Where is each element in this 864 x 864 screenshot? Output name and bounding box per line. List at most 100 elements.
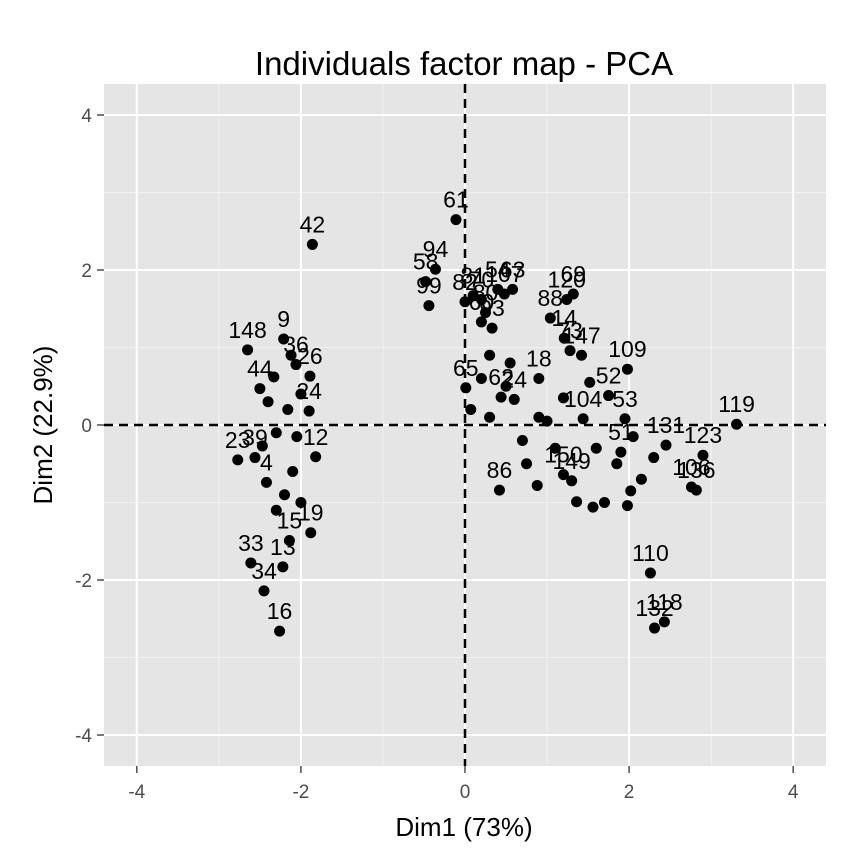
point-label: 33 xyxy=(238,530,264,556)
data-point xyxy=(475,316,487,328)
data-point xyxy=(262,396,274,408)
point-label: 110 xyxy=(632,540,669,566)
x-tick-label: -2 xyxy=(292,782,309,803)
data-point xyxy=(558,332,570,344)
data-point xyxy=(303,405,315,417)
point-label: 73 xyxy=(557,318,583,344)
data-point xyxy=(621,500,633,512)
data-point xyxy=(304,370,316,382)
data-point xyxy=(258,585,270,597)
data-point xyxy=(498,288,510,300)
data-point xyxy=(644,567,656,579)
data-point xyxy=(571,496,583,508)
point-label: 24 xyxy=(296,378,322,404)
y-tick-label: 0 xyxy=(81,416,92,437)
data-point xyxy=(495,391,507,403)
data-point xyxy=(274,625,286,637)
data-point xyxy=(480,307,492,319)
data-point xyxy=(270,504,282,516)
point-label: 15 xyxy=(277,507,303,533)
data-point xyxy=(278,333,290,345)
point-label: 34 xyxy=(251,558,277,584)
data-point xyxy=(577,413,589,425)
data-point xyxy=(295,388,307,400)
data-point xyxy=(557,469,569,481)
data-point xyxy=(305,527,317,539)
x-tick-label: 2 xyxy=(624,782,635,803)
data-point xyxy=(648,452,660,464)
chart-title: Individuals factor map - PCA xyxy=(255,45,673,82)
y-tick-label: 2 xyxy=(81,261,92,282)
data-point xyxy=(576,349,588,361)
point-label: 62 xyxy=(488,364,514,390)
data-point xyxy=(279,489,290,501)
data-point xyxy=(504,357,516,369)
data-point xyxy=(590,442,602,454)
x-axis-ticks: -4 -2 0 2 4 xyxy=(128,766,799,803)
y-tick-label: -4 xyxy=(75,726,92,747)
point-label: 36 xyxy=(283,332,309,358)
data-point xyxy=(507,283,519,295)
data-point xyxy=(598,497,610,508)
x-tick-label: -4 xyxy=(128,782,145,803)
data-point xyxy=(649,622,661,634)
data-point xyxy=(423,300,435,312)
data-point xyxy=(621,363,633,375)
x-axis-title: Dim1 (73%) xyxy=(395,812,532,842)
point-label: 104 xyxy=(564,386,603,412)
point-label: 23 xyxy=(225,427,251,453)
data-point xyxy=(460,382,472,394)
point-label: 14 xyxy=(551,305,577,331)
point-label: 53 xyxy=(612,386,638,412)
data-point xyxy=(615,446,627,458)
data-point xyxy=(245,557,257,569)
point-label: 119 xyxy=(718,391,755,417)
data-point xyxy=(531,479,543,491)
point-label: 42 xyxy=(300,211,326,237)
data-point xyxy=(310,451,322,463)
data-point xyxy=(484,349,496,361)
point-label: 149 xyxy=(552,448,590,474)
point-label: 88 xyxy=(538,285,564,311)
data-point xyxy=(254,383,266,395)
point-label: 18 xyxy=(526,346,552,372)
data-point xyxy=(420,276,432,288)
data-points xyxy=(232,214,743,637)
data-point xyxy=(285,349,297,361)
data-point xyxy=(627,431,639,443)
point-label: 94 xyxy=(423,236,449,262)
data-point xyxy=(533,373,545,384)
x-tick-label: 4 xyxy=(788,782,799,803)
data-point xyxy=(557,392,569,404)
data-point xyxy=(249,452,261,464)
data-point xyxy=(603,390,615,402)
point-label: 60 xyxy=(469,289,495,315)
y-tick-label: -2 xyxy=(75,571,92,592)
data-point xyxy=(611,458,623,470)
point-label: 19 xyxy=(298,500,324,526)
point-label: 131 xyxy=(647,412,685,438)
data-point xyxy=(690,484,702,496)
point-label: 120 xyxy=(548,266,586,292)
point-label: 132 xyxy=(635,595,673,621)
data-point xyxy=(232,454,244,466)
point-label: 16 xyxy=(267,598,293,624)
point-label: 51 xyxy=(608,419,634,445)
data-point xyxy=(619,413,631,425)
data-point xyxy=(429,263,441,275)
data-point xyxy=(658,616,670,628)
data-point xyxy=(493,484,505,496)
data-point xyxy=(544,312,556,324)
data-point xyxy=(508,393,520,405)
data-point xyxy=(459,296,471,308)
data-point xyxy=(291,431,303,443)
y-axis-ticks: -4 -2 0 2 4 xyxy=(75,106,104,747)
point-label: 69 xyxy=(561,261,587,287)
point-label: 61 xyxy=(443,187,469,213)
data-point xyxy=(521,458,533,470)
point-label: 9 xyxy=(277,306,290,332)
point-label: 123 xyxy=(684,422,722,448)
data-point xyxy=(467,290,479,302)
